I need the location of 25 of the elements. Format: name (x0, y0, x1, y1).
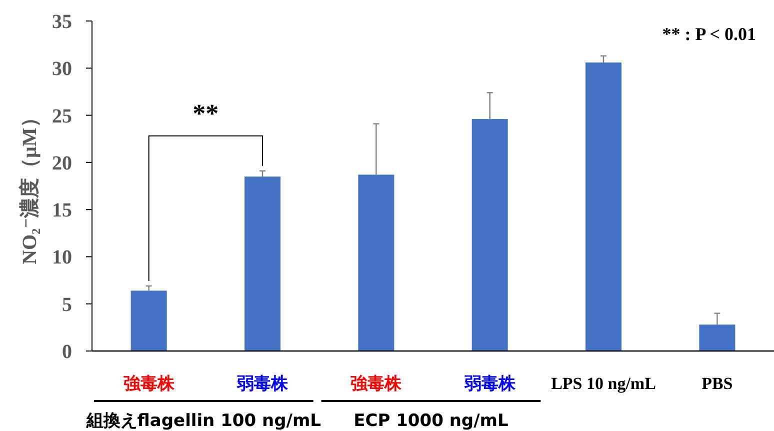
bar (130, 290, 167, 351)
text: 組換えflagellin 100 ng/mL (85, 411, 322, 431)
y-tick-label: 25 (52, 105, 72, 128)
bar (358, 174, 394, 351)
bar (244, 176, 280, 351)
y-axis-title: NO₂⁻濃度（μM） (18, 108, 41, 264)
x-tick-label: 強毒株 (123, 374, 176, 394)
y-tick-label: 20 (52, 152, 72, 174)
y-tick-label: 35 (52, 11, 72, 33)
x-tick-label: 強毒株 (350, 374, 403, 394)
annotation: ** : P < 0.01 (662, 24, 756, 44)
y-tick-label: 10 (52, 246, 72, 269)
x-tick-label: 弱毒株 (236, 374, 289, 394)
x-tick-label: PBS (702, 374, 733, 393)
x-tick-label: LPS 10 ng/mL (551, 374, 656, 393)
y-tick-label: 5 (62, 294, 72, 316)
bar (472, 119, 508, 351)
x-tick-label: 弱毒株 (463, 374, 516, 394)
text: ECP 1000 ng/mL (354, 411, 509, 431)
y-tick-label: 15 (52, 200, 72, 222)
bar (586, 62, 622, 351)
annotation: ** (192, 98, 219, 128)
bar (699, 324, 736, 351)
y-tick-label: 30 (52, 58, 72, 80)
y-tick-label: 0 (62, 341, 72, 363)
